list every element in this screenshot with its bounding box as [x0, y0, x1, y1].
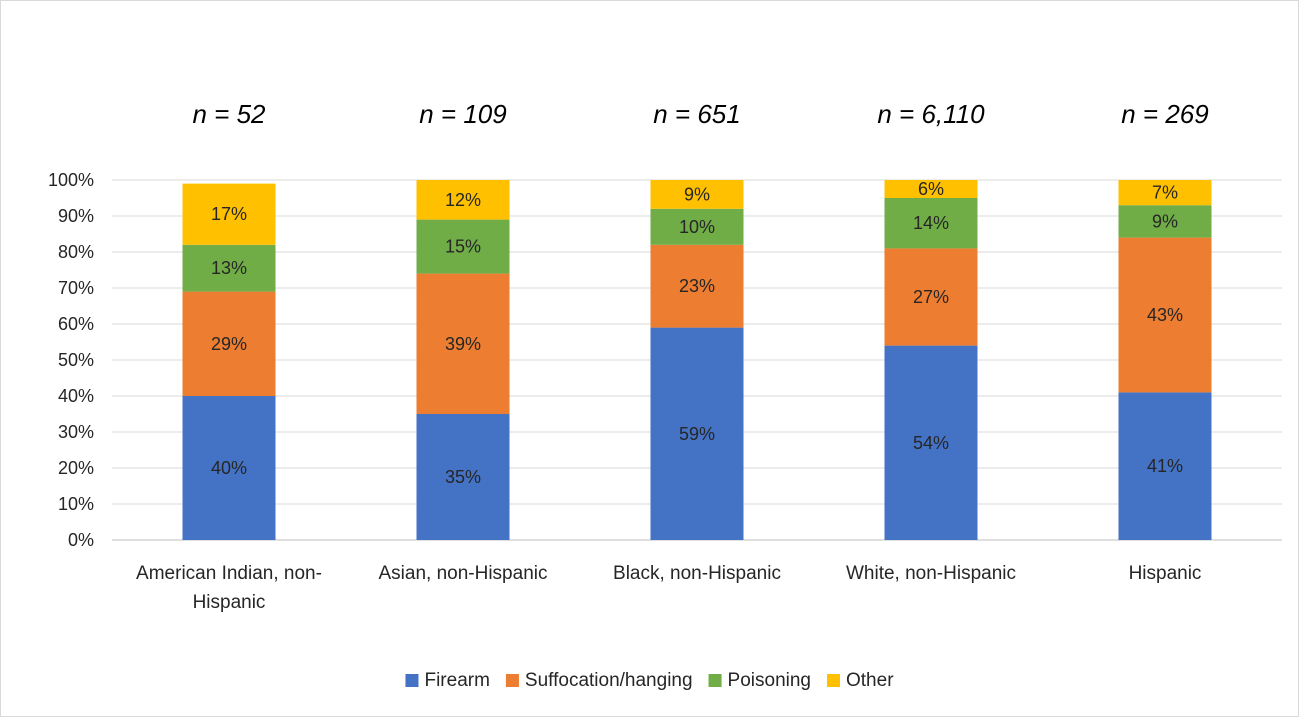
y-axis: 0% 10% 20% 30% 40% 50% 60% 70% 80% 90% 100% [48, 170, 94, 550]
data-label: 17% [211, 204, 247, 224]
legend-swatch [708, 674, 722, 687]
y-tick-label: 40% [58, 386, 94, 406]
x-tick-label: Black, non-Hispanic [613, 563, 781, 584]
bar-segment [1118, 180, 1212, 206]
bar-segment [650, 244, 744, 328]
bar-segment [884, 198, 978, 249]
data-label: 10% [679, 217, 715, 237]
sample-size-label: n = 6,110 [877, 99, 985, 129]
bar-segment [416, 273, 510, 414]
y-tick-label: 80% [58, 242, 94, 262]
data-label: 40% [211, 458, 247, 478]
data-label: 23% [679, 276, 715, 296]
data-label: 14% [913, 213, 949, 233]
data-label: 12% [445, 190, 481, 210]
bar-segment [416, 219, 510, 274]
legend-label: Firearm [424, 670, 489, 691]
bars [182, 180, 1212, 540]
bar-segment [182, 291, 276, 396]
legend-label: Poisoning [728, 670, 811, 691]
y-tick-label: 90% [58, 206, 94, 226]
bar-segment [182, 244, 276, 292]
bar-segment [884, 248, 978, 346]
x-axis: American Indian, non- Hispanic Asian, non-… [136, 563, 1201, 613]
x-tick-label: Hispanic [1129, 563, 1202, 584]
legend: Firearm Suffocation/hanging Poisoning Other [405, 670, 894, 691]
bar-segment [1118, 392, 1212, 540]
sample-size-label: n = 52 [192, 99, 266, 129]
y-tick-label: 20% [58, 458, 94, 478]
data-label: 13% [211, 258, 247, 278]
x-tick-label: Hispanic [193, 592, 266, 613]
y-tick-label: 100% [48, 170, 94, 190]
data-label: 43% [1147, 305, 1183, 325]
data-label: 7% [1152, 183, 1178, 203]
bar-segment [182, 396, 276, 540]
bar-segment [650, 208, 744, 245]
bar-segment [416, 414, 510, 540]
y-tick-label: 50% [58, 350, 94, 370]
bar-segment [650, 180, 744, 209]
y-tick-label: 10% [58, 494, 94, 514]
bar-segment [884, 180, 978, 198]
bar-segment [650, 327, 744, 540]
bar-segment [884, 345, 978, 540]
data-label: 6% [918, 179, 944, 199]
data-label: 29% [211, 334, 247, 354]
y-tick-label: 60% [58, 314, 94, 334]
data-label: 27% [913, 287, 949, 307]
data-label: 59% [679, 424, 715, 444]
legend-swatch [405, 674, 419, 687]
legend-swatch [505, 674, 519, 687]
bar-segment [1118, 237, 1212, 393]
y-tick-label: 70% [58, 278, 94, 298]
y-tick-label: 0% [68, 530, 94, 550]
data-labels: 40% 29% 13% 17% 35% 39% 15% 12% 59% 23% 10% 9% 54% 27… [211, 179, 1183, 487]
data-label: 54% [913, 433, 949, 453]
legend-item: Poisoning [708, 670, 811, 691]
bar-segment [1118, 205, 1212, 238]
legend-swatch [827, 674, 840, 687]
data-label: 15% [445, 237, 481, 257]
bar-segment [416, 180, 510, 220]
sample-size-label: n = 109 [419, 99, 506, 129]
legend-item: Suffocation/hanging [505, 670, 693, 691]
bar-segment [182, 183, 276, 245]
x-tick-label: Asian, non-Hispanic [379, 563, 548, 584]
sample-size-label: n = 651 [653, 99, 740, 129]
legend-item: Firearm [405, 670, 490, 691]
x-tick-label: American Indian, non- [136, 563, 322, 584]
data-label: 41% [1147, 456, 1183, 476]
sample-size-label: n = 269 [1121, 99, 1208, 129]
x-tick-label: White, non-Hispanic [846, 563, 1016, 584]
data-label: 39% [445, 334, 481, 354]
data-label: 9% [684, 184, 710, 204]
data-label: 9% [1152, 211, 1178, 231]
legend-label: Suffocation/hanging [525, 670, 693, 691]
sample-size-labels: n = 52 n = 109 n = 651 n = 6,110 n = 269 [192, 99, 1208, 129]
legend-item: Other [827, 670, 894, 691]
y-tick-label: 30% [58, 422, 94, 442]
data-label: 35% [445, 467, 481, 487]
legend-label: Other [846, 670, 894, 691]
